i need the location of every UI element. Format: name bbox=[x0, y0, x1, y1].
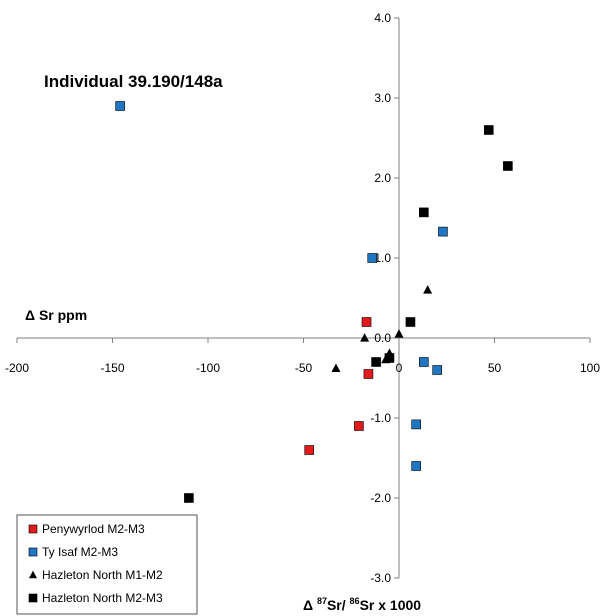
x-axis-title-part-2: Sr/ bbox=[327, 597, 350, 613]
x-tick-label: -150 bbox=[100, 361, 124, 375]
data-point-series-4 bbox=[419, 207, 429, 218]
x-tick-label: 0 bbox=[396, 361, 403, 375]
data-point-series-3 bbox=[394, 329, 404, 338]
data-point-series-1 bbox=[361, 317, 372, 327]
data-point-series-3 bbox=[360, 333, 370, 342]
x-tick-label: 50 bbox=[488, 361, 502, 375]
legend-marker-3 bbox=[29, 570, 37, 579]
legend-marker-2 bbox=[28, 547, 38, 557]
legend-items: Penywyrlod M2-M3 Ty Isaf M2-M3 Hazleton No… bbox=[28, 522, 163, 605]
axes bbox=[16, 17, 591, 579]
x-axis-title-sup-2: 86 bbox=[350, 596, 360, 606]
legend-marker-1 bbox=[28, 524, 38, 534]
data-point-series-3 bbox=[423, 285, 433, 294]
data-point-series-4 bbox=[503, 161, 513, 171]
legend-label-1: Penywyrlod M2-M3 bbox=[42, 522, 145, 536]
legend-label-3: Hazleton North M1-M2 bbox=[42, 568, 163, 582]
data-point-series-1 bbox=[304, 445, 315, 455]
data-point-series-2 bbox=[419, 357, 429, 367]
data-point-series-4 bbox=[184, 493, 194, 503]
data-point-series-2 bbox=[432, 365, 443, 375]
x-tick-label: -100 bbox=[196, 361, 220, 375]
y-axis-title: Δ Sr ppm bbox=[25, 307, 87, 323]
x-axis-title-sup-1: 87 bbox=[317, 596, 327, 606]
data-point-series-4 bbox=[371, 357, 381, 367]
y-tick-label: 0.0 bbox=[374, 331, 391, 345]
y-tick-label: 2.0 bbox=[374, 171, 391, 185]
legend-marker-4 bbox=[28, 593, 38, 603]
data-point-series-1 bbox=[354, 421, 364, 431]
data-point-series-4 bbox=[483, 125, 494, 135]
data-point-series-1 bbox=[363, 369, 374, 379]
data-point-series-2 bbox=[438, 226, 448, 237]
x-tick-label: 100 bbox=[580, 361, 600, 375]
data-point-series-4 bbox=[405, 317, 416, 327]
y-tick-label: 4.0 bbox=[374, 11, 391, 25]
x-tick-label: -200 bbox=[5, 361, 29, 375]
data-point-series-4 bbox=[384, 353, 395, 363]
data-points bbox=[115, 101, 513, 503]
y-tick-label: 1.0 bbox=[374, 251, 391, 265]
y-tick-label: -1.0 bbox=[370, 411, 391, 425]
x-axis-title-part-3: Sr x 1000 bbox=[360, 597, 422, 613]
data-point-series-2 bbox=[115, 101, 125, 111]
legend: Penywyrlod M2-M3 Ty Isaf M2-M3 Hazleton No… bbox=[16, 514, 198, 615]
legend-label-4: Hazleton North M2-M3 bbox=[42, 591, 163, 605]
y-tick-label: -2.0 bbox=[370, 491, 391, 505]
data-point-series-3 bbox=[331, 363, 341, 373]
data-point-series-2 bbox=[411, 419, 421, 430]
x-axis-title-part-1: Δ bbox=[303, 597, 317, 613]
data-point-series-2 bbox=[411, 461, 421, 471]
data-point-series-2 bbox=[367, 253, 378, 263]
legend-label-2: Ty Isaf M2-M3 bbox=[42, 545, 118, 559]
legend-box bbox=[16, 514, 198, 615]
annotation-individual: Individual 39.190/148a bbox=[44, 72, 223, 91]
x-tick-label: -50 bbox=[295, 361, 313, 375]
tick-labels: -200 -150 -100 -50 0 50 100 4.0 3.0 2.0 1.0 0.0 -1.0… bbox=[5, 11, 600, 585]
y-tick-label: 3.0 bbox=[374, 91, 391, 105]
x-axis-title: Δ 87Sr/ 86Sr x 1000 bbox=[303, 596, 421, 613]
y-tick-label: -3.0 bbox=[370, 571, 391, 585]
